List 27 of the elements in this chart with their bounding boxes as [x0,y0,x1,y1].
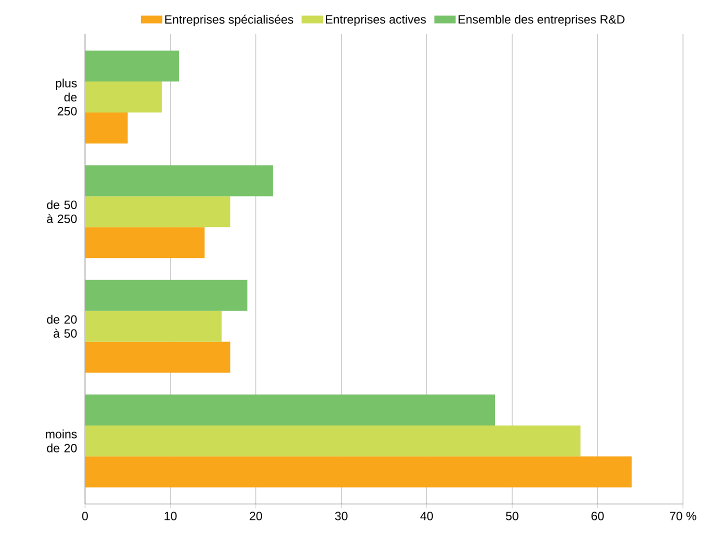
x-tick-label: 20 [250,512,262,520]
bar [85,342,230,373]
bar [85,165,273,196]
legend-label: Entreprises actives [326,14,426,26]
legend-label: Entreprises spécialisées [165,14,294,26]
bar [85,82,162,113]
y-tick-label: plus de 250 [56,78,77,116]
bar [85,456,632,488]
x-tick-label: 50 [506,512,518,520]
legend-label: Ensemble des entreprises R&D [458,14,624,26]
x-tick-label: 70 % [670,512,696,520]
bar [85,280,248,311]
y-tick-label: de 20 à 50 [47,314,77,338]
x-tick-label: 10 [164,512,177,520]
x-tick-label: 60 [592,512,604,520]
bar [85,394,496,426]
bar [85,425,580,456]
bar [85,50,179,82]
bar [85,112,128,144]
y-tick-label: moins de 20 [46,430,77,452]
x-tick-label: 30 [335,512,348,520]
bar [85,310,222,342]
bar [85,227,205,258]
x-tick-label: 0 [82,512,88,520]
x-tick-label: 40 [420,512,433,520]
y-tick-label: de 50 à 250 [47,200,77,224]
bar [85,196,230,228]
